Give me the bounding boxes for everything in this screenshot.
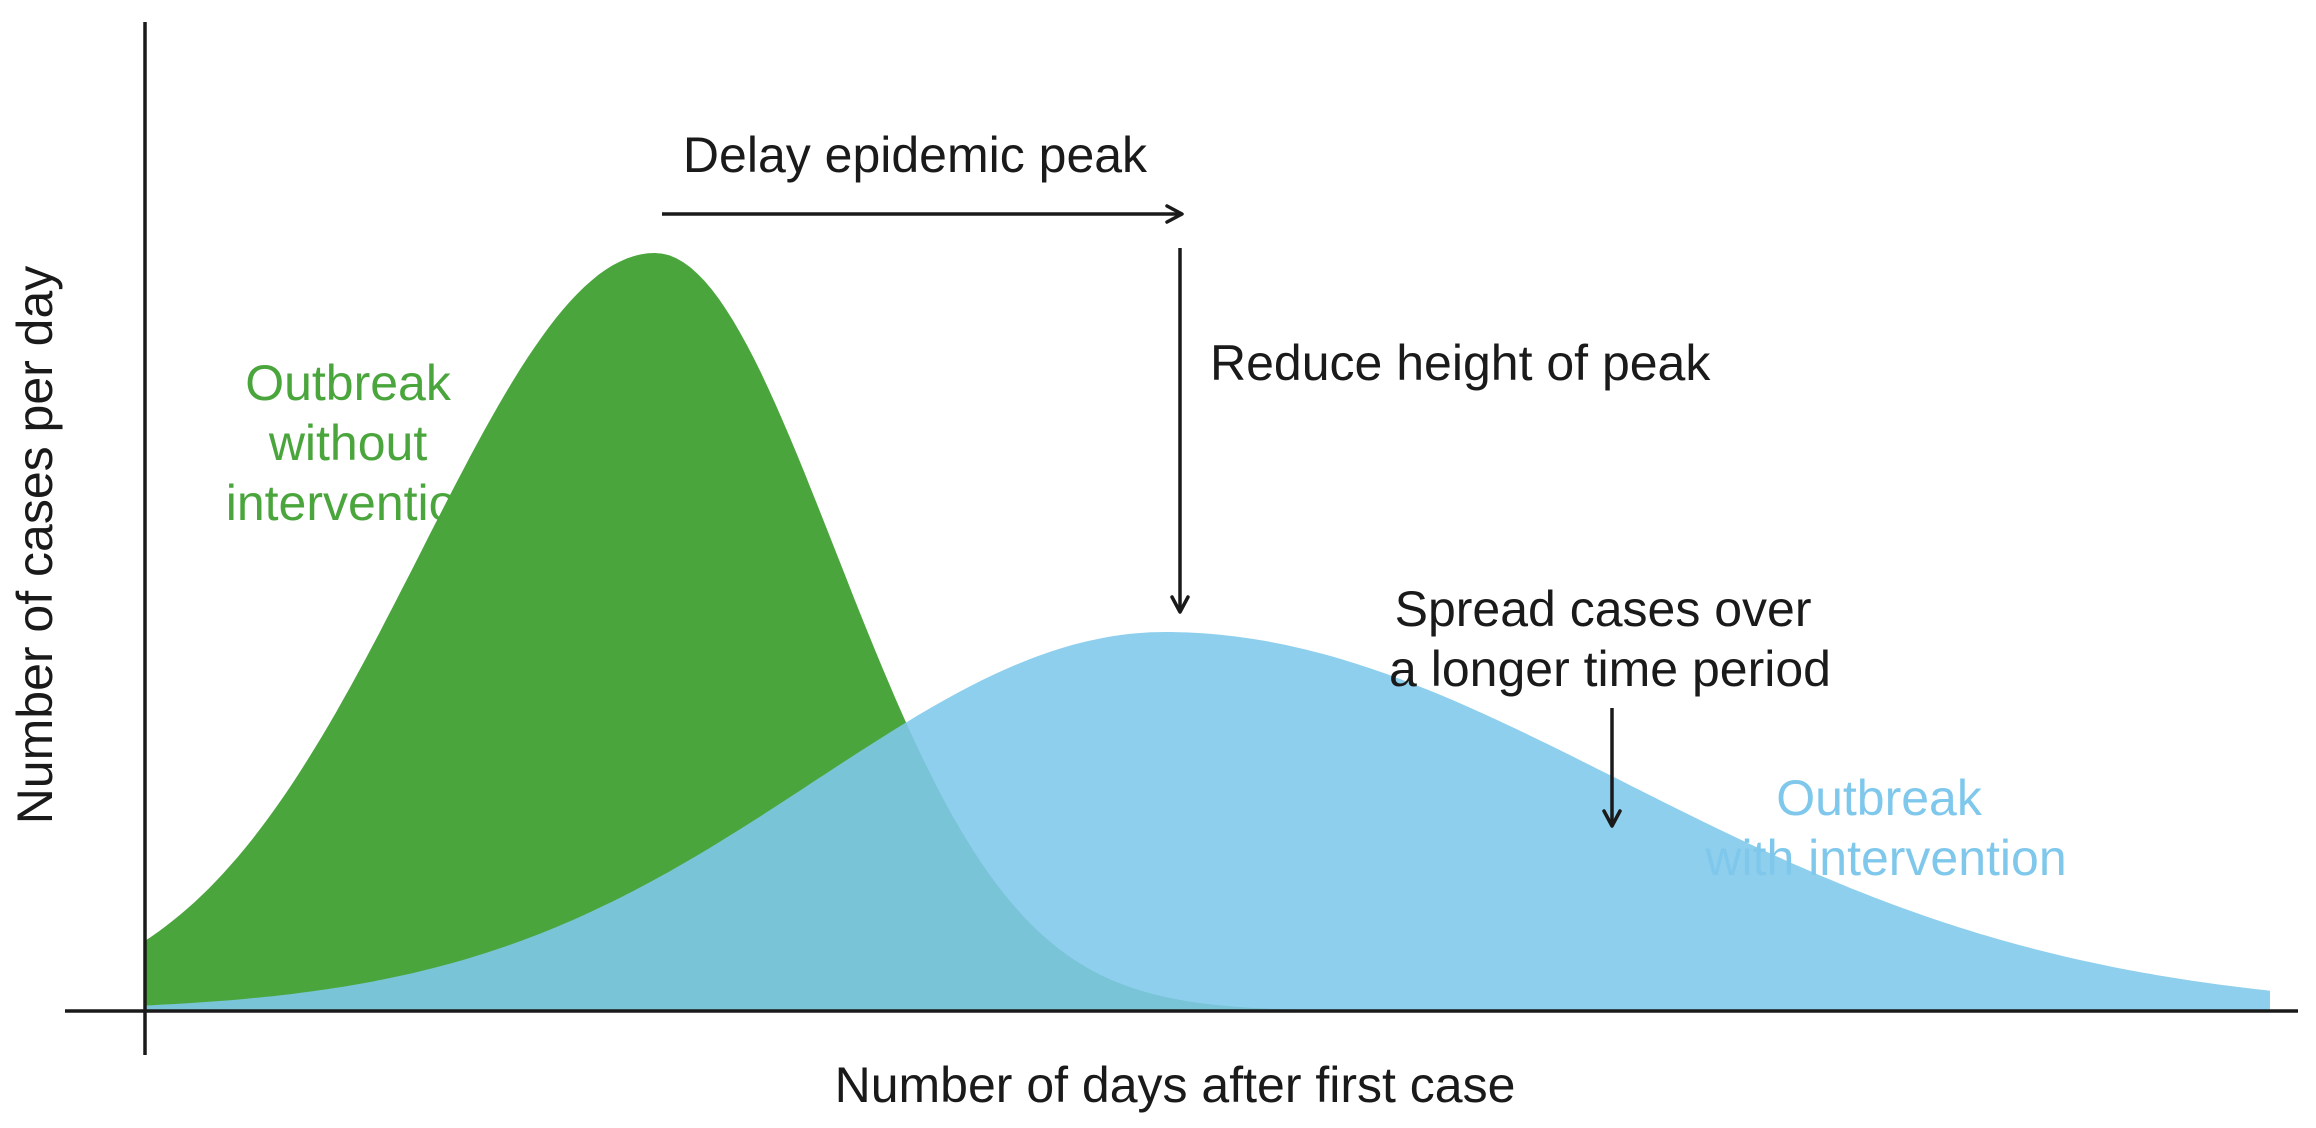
spread-cases-label: Spread cases over a longer time period [1389,581,1831,697]
reduce-height-label: Reduce height of peak [1210,335,1711,391]
series-label-without-intervention: Outbreak without intervention [226,355,485,531]
annotation-delay-peak: Delay epidemic peak [662,127,1184,224]
curve-with-intervention [145,632,2270,1011]
x-axis-label: Number of days after first case [835,1057,1516,1113]
annotation-reduce-height: Reduce height of peak [1170,248,1711,614]
annotation-spread-cases: Spread cases over a longer time period [1389,581,1831,828]
delay-peak-label: Delay epidemic peak [683,127,1148,183]
outbreak-curves [145,253,2270,1011]
curve-without-intervention [145,253,2270,1011]
series-label-with-intervention: Outbreak with intervention [1704,770,2066,886]
y-axis-label: Number of cases per day [7,266,63,825]
axes [65,22,2298,1055]
